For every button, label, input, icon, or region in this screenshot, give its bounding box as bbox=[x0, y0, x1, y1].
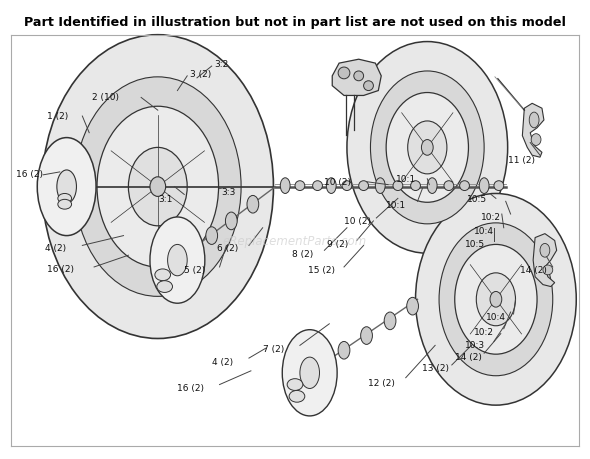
Text: 10:2: 10:2 bbox=[481, 213, 501, 222]
Text: 15 (2): 15 (2) bbox=[308, 266, 335, 275]
Ellipse shape bbox=[384, 313, 396, 330]
Ellipse shape bbox=[363, 82, 373, 91]
Ellipse shape bbox=[97, 107, 218, 268]
Text: eReplacementParts.com: eReplacementParts.com bbox=[223, 235, 367, 247]
Text: 4 (2): 4 (2) bbox=[212, 357, 233, 366]
Text: 13 (2): 13 (2) bbox=[422, 364, 450, 373]
Text: 6 (2): 6 (2) bbox=[217, 243, 238, 252]
Text: 16 (2): 16 (2) bbox=[178, 383, 204, 392]
Ellipse shape bbox=[540, 244, 550, 257]
Text: 16 (2): 16 (2) bbox=[47, 265, 74, 274]
Ellipse shape bbox=[354, 72, 363, 82]
Ellipse shape bbox=[490, 292, 502, 308]
Ellipse shape bbox=[386, 93, 468, 203]
Text: 5 (2): 5 (2) bbox=[184, 266, 205, 275]
Ellipse shape bbox=[57, 171, 77, 204]
Text: 10:5: 10:5 bbox=[467, 195, 487, 203]
Ellipse shape bbox=[74, 78, 241, 297]
Ellipse shape bbox=[531, 134, 541, 146]
Ellipse shape bbox=[476, 273, 516, 326]
Ellipse shape bbox=[168, 245, 187, 276]
Ellipse shape bbox=[313, 181, 323, 191]
Text: 10:4: 10:4 bbox=[486, 313, 506, 322]
Ellipse shape bbox=[157, 281, 172, 293]
Text: 16 (2): 16 (2) bbox=[16, 170, 42, 179]
Ellipse shape bbox=[150, 178, 166, 197]
Ellipse shape bbox=[460, 181, 470, 191]
Ellipse shape bbox=[421, 140, 433, 156]
Ellipse shape bbox=[375, 179, 385, 194]
Text: 11 (2): 11 (2) bbox=[507, 155, 535, 164]
Text: 10:5: 10:5 bbox=[464, 240, 484, 248]
Ellipse shape bbox=[42, 36, 273, 339]
Ellipse shape bbox=[415, 194, 576, 405]
Ellipse shape bbox=[129, 148, 187, 226]
Text: 8 (2): 8 (2) bbox=[292, 249, 313, 258]
Ellipse shape bbox=[371, 72, 484, 224]
Ellipse shape bbox=[58, 194, 71, 204]
Text: Part Identified in illustration but not in part list are not used on this model: Part Identified in illustration but not … bbox=[24, 16, 566, 29]
Polygon shape bbox=[522, 104, 544, 158]
Ellipse shape bbox=[444, 181, 454, 191]
Text: 10 (2): 10 (2) bbox=[324, 178, 352, 187]
Ellipse shape bbox=[155, 269, 171, 281]
Ellipse shape bbox=[359, 181, 369, 191]
Ellipse shape bbox=[408, 122, 447, 174]
Text: 14 (2): 14 (2) bbox=[520, 266, 548, 275]
Text: 3:3: 3:3 bbox=[221, 188, 236, 196]
Ellipse shape bbox=[479, 179, 489, 194]
Text: 12 (2): 12 (2) bbox=[369, 378, 395, 387]
Ellipse shape bbox=[225, 213, 237, 230]
Text: 10:2: 10:2 bbox=[474, 327, 494, 336]
Polygon shape bbox=[332, 60, 381, 96]
Ellipse shape bbox=[37, 138, 96, 236]
Ellipse shape bbox=[206, 227, 218, 245]
Ellipse shape bbox=[150, 218, 205, 303]
Ellipse shape bbox=[529, 113, 539, 129]
Text: 14 (2): 14 (2) bbox=[455, 352, 481, 361]
Ellipse shape bbox=[282, 330, 337, 416]
Ellipse shape bbox=[455, 245, 537, 354]
Polygon shape bbox=[533, 234, 556, 287]
Ellipse shape bbox=[338, 68, 350, 79]
Ellipse shape bbox=[543, 265, 553, 275]
Text: 3 (2): 3 (2) bbox=[190, 70, 211, 79]
Ellipse shape bbox=[58, 200, 71, 210]
Ellipse shape bbox=[347, 43, 507, 254]
Ellipse shape bbox=[360, 327, 372, 345]
Text: 10 (2): 10 (2) bbox=[344, 217, 371, 226]
Text: 10:4: 10:4 bbox=[474, 227, 494, 235]
Ellipse shape bbox=[342, 181, 352, 191]
Ellipse shape bbox=[427, 179, 437, 194]
Ellipse shape bbox=[326, 179, 336, 194]
Text: 3:2: 3:2 bbox=[215, 60, 229, 68]
Ellipse shape bbox=[300, 358, 320, 389]
Ellipse shape bbox=[280, 179, 290, 194]
Ellipse shape bbox=[247, 196, 259, 213]
Ellipse shape bbox=[494, 181, 504, 191]
Ellipse shape bbox=[287, 379, 303, 391]
Text: 10:1: 10:1 bbox=[396, 175, 416, 184]
Ellipse shape bbox=[407, 298, 418, 315]
Text: 4 (2): 4 (2) bbox=[45, 243, 66, 252]
Ellipse shape bbox=[439, 224, 553, 376]
Ellipse shape bbox=[295, 181, 305, 191]
Text: 1 (2): 1 (2) bbox=[47, 112, 68, 120]
Text: 2 (10): 2 (10) bbox=[92, 93, 119, 102]
Text: 3:1: 3:1 bbox=[158, 195, 172, 203]
Ellipse shape bbox=[289, 391, 305, 403]
Ellipse shape bbox=[411, 181, 421, 191]
Ellipse shape bbox=[393, 181, 403, 191]
Text: 10:1: 10:1 bbox=[386, 200, 407, 209]
Text: 10:3: 10:3 bbox=[464, 340, 484, 349]
Ellipse shape bbox=[338, 341, 350, 359]
Text: 7 (2): 7 (2) bbox=[263, 344, 284, 353]
Text: 9 (2): 9 (2) bbox=[327, 240, 349, 248]
